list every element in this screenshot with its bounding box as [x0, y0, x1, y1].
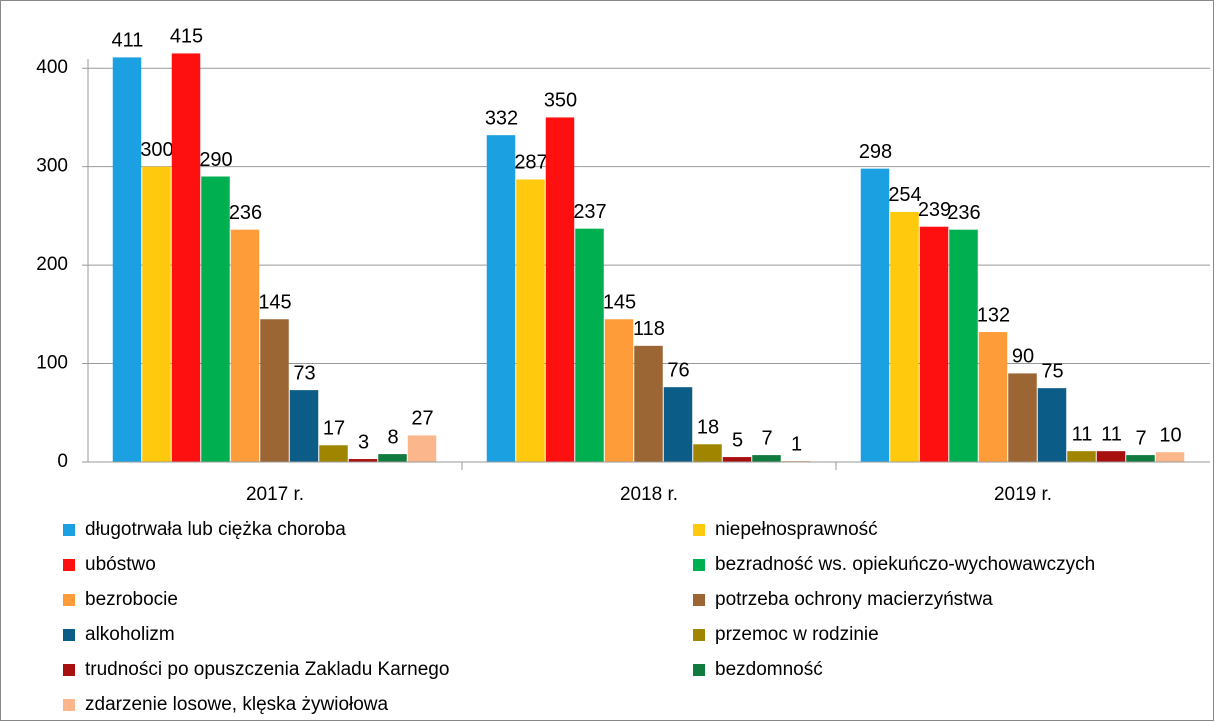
legend-label: przemoc w rodzinie: [715, 624, 879, 645]
x-tick-label: 2018 r.: [620, 484, 678, 505]
x-tick-label: 2017 r.: [246, 484, 304, 505]
y-tick-label: 100: [36, 353, 68, 374]
bar: [289, 390, 319, 462]
data-label: 254: [888, 184, 921, 206]
bar: [201, 176, 230, 462]
y-tick-label: 0: [57, 451, 68, 472]
data-label: 7: [1135, 427, 1146, 449]
bar: [171, 53, 201, 462]
bar: [890, 211, 919, 462]
data-label: 300: [140, 139, 173, 161]
bar: [378, 454, 407, 462]
data-label: 237: [573, 201, 606, 223]
bar: [604, 319, 634, 462]
y-tick-label: 200: [36, 254, 68, 275]
bar: [1155, 452, 1185, 462]
legend-swatch: [693, 559, 705, 571]
bar: [1008, 373, 1037, 462]
y-tick-label: 400: [36, 57, 68, 78]
bar: [860, 168, 890, 462]
data-label: 145: [603, 292, 636, 314]
bar: [545, 117, 575, 462]
data-label: 236: [947, 202, 980, 224]
legend-swatch: [693, 594, 705, 606]
bar: [142, 166, 171, 462]
legend-swatch: [63, 559, 75, 571]
bar: [752, 455, 781, 462]
data-label: 11: [1101, 423, 1122, 445]
data-label: 18: [697, 417, 719, 439]
data-label: 75: [1041, 360, 1063, 382]
x-tick-label: 2019 r.: [994, 484, 1052, 505]
data-label: 27: [411, 408, 433, 430]
data-label: 73: [293, 362, 315, 384]
data-label: 76: [667, 359, 689, 381]
legend-swatch: [63, 594, 75, 606]
bar: [319, 445, 348, 462]
legend-label: bezrobocie: [85, 589, 178, 610]
data-label: 5: [732, 429, 743, 451]
bar: [1096, 451, 1126, 462]
bar: [575, 228, 604, 462]
data-label: 287: [514, 152, 547, 174]
bar: [722, 457, 752, 462]
legend-label: trudności po opuszczenia Zakladu Karnego: [85, 659, 449, 680]
bar: [260, 319, 289, 462]
bar: [978, 332, 1008, 462]
legend-swatch: [693, 664, 705, 676]
legend-label: niepełnosprawność: [715, 519, 878, 540]
data-label: 11: [1072, 423, 1093, 445]
legend-swatch: [63, 699, 75, 711]
data-label: 132: [977, 304, 1010, 326]
data-label: 118: [633, 318, 665, 340]
data-label: 239: [918, 199, 951, 221]
legend-label: alkoholizm: [85, 624, 175, 645]
bar: [1126, 455, 1155, 462]
legend-label: bezdomność: [715, 659, 823, 680]
data-label: 290: [199, 149, 232, 171]
bar: [1037, 388, 1067, 462]
data-label: 411: [112, 30, 144, 52]
bar: [486, 135, 516, 463]
data-label: 90: [1012, 346, 1034, 368]
y-tick-label: 300: [36, 156, 68, 177]
data-label: 145: [258, 292, 291, 314]
bar: [634, 345, 663, 462]
bar: [949, 229, 978, 462]
bar: [1067, 451, 1096, 462]
legend-swatch: [63, 629, 75, 641]
legend-label: ubóstwo: [85, 554, 156, 575]
bar: [407, 435, 437, 462]
data-label: 236: [229, 202, 262, 224]
data-label: 350: [544, 90, 577, 112]
legend-label: bezradność ws. opiekuńczo-wychowawczych: [715, 554, 1095, 575]
legend-swatch: [693, 629, 705, 641]
data-label: 3: [358, 431, 369, 453]
bar: [230, 229, 260, 462]
bar: [919, 226, 949, 462]
legend-swatch: [63, 664, 75, 676]
data-label: 8: [387, 426, 398, 448]
bar: [112, 57, 142, 462]
data-label: 1: [791, 433, 802, 455]
bar: [663, 387, 693, 462]
data-label: 298: [859, 141, 892, 163]
data-label: 17: [323, 418, 345, 440]
data-label: 332: [485, 107, 518, 129]
data-label: 10: [1159, 424, 1181, 446]
legend-swatch: [63, 524, 75, 536]
bar: [516, 179, 545, 462]
legend-label: zdarzenie losowe, klęska żywiołowa: [85, 694, 389, 715]
data-label: 415: [170, 26, 203, 48]
legend-label: potrzeba ochrony macierzyństwa: [715, 589, 993, 610]
legend-label: długotrwała lub ciężka choroba: [85, 519, 346, 540]
legend-swatch: [693, 524, 705, 536]
data-label: 7: [761, 427, 772, 449]
bar: [348, 459, 378, 462]
bar: [693, 444, 722, 462]
